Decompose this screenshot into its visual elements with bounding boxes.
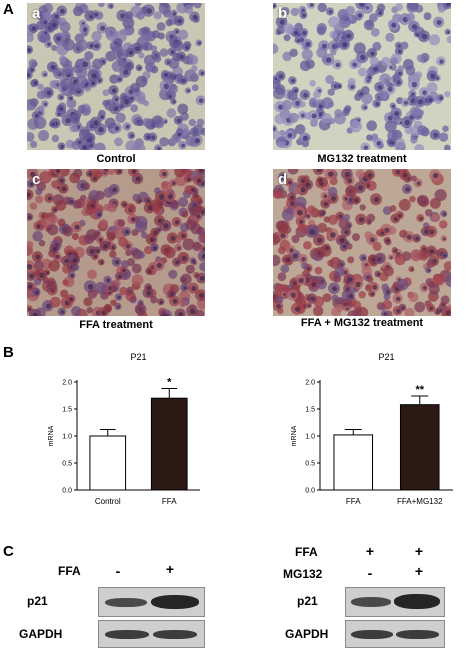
sign-minus: - [367,565,373,581]
band-gapdh-plus [396,630,439,639]
band-gapdh-minus [105,630,149,639]
blot-p21 [345,587,445,617]
y-tick-label: 0.5 [62,461,72,468]
condition-label-mg132: MG132 [283,567,323,581]
category-label: FFA+MG132 [397,497,443,506]
y-tick-label: 0.0 [62,488,72,495]
category-label: FFA [346,497,361,506]
micrograph-ffa-mg132: d [273,169,451,316]
bar-chart-ffa-vs-ffa-mg132: P21 0.0 0.5 1.0 1.5 2.0 mRNA FFA ** FFA+MG132 [291,352,453,506]
band-p21-plus [151,595,199,609]
significance-marker: ** [415,384,424,396]
band-gapdh-plus [153,630,197,639]
band-p21-plus [394,594,440,609]
bar-chart-control-vs-ffa: P21 0.0 0.5 1.0 1.5 2.0 mRNA Control * FFA [48,352,200,506]
sign-plus: + [365,543,375,559]
micrograph-letter: d [278,171,288,188]
y-axis-title: mRNA [48,425,55,446]
micrograph-letter: b [278,5,288,22]
panel-letter-c: C [3,543,14,560]
sign-plus: + [165,561,175,577]
row-label-p21: p21 [297,594,318,608]
y-tick-label: 1.0 [305,434,315,441]
condition-label-ffa: FFA [295,545,318,559]
significance-marker: * [167,376,172,388]
bar [399,404,440,491]
y-tick-label: 1.0 [62,434,72,441]
band-p21-minus [351,597,391,607]
bar [89,435,127,491]
condition-label-ffa: FFA [58,564,81,578]
panel-letter-a: A [3,1,14,18]
micrograph-letter: a [32,5,41,22]
sign-plus: + [414,543,424,559]
blot-gapdh [345,620,445,648]
row-label-gapdh: GAPDH [19,627,63,641]
sign-plus: + [414,563,424,579]
y-tick-label: 0.5 [305,461,315,468]
bar [333,434,374,491]
y-tick-label: 1.5 [305,407,315,414]
y-tick-label: 1.5 [62,407,72,414]
chart-title: P21 [130,352,146,362]
y-tick-label: 2.0 [62,380,72,387]
y-tick-label: 0.0 [305,488,315,495]
blot-p21 [98,587,205,617]
category-label: FFA [162,497,177,506]
micrograph-caption: MG132 treatment [317,153,407,165]
row-label-p21: p21 [27,594,48,608]
panel-letter-b: B [3,344,14,361]
band-p21-minus [105,598,147,607]
micrograph-letter: c [32,171,41,188]
y-axis-title: mRNA [291,425,298,446]
micrograph-caption: FFA + MG132 treatment [300,317,424,329]
micrograph-ffa: c [27,169,205,316]
micrograph-caption: FFA treatment [79,319,153,331]
row-label-gapdh: GAPDH [285,627,329,641]
category-label: Control [95,497,121,506]
bar [150,397,188,491]
micrograph-mg132: b [273,3,451,150]
chart-title: P21 [378,352,394,362]
micrograph-caption: Control [96,153,136,165]
micrograph-control: a [27,3,205,150]
blot-gapdh [98,620,205,648]
sign-minus: - [115,563,121,579]
band-gapdh-minus [351,630,393,639]
y-tick-label: 2.0 [305,380,315,387]
